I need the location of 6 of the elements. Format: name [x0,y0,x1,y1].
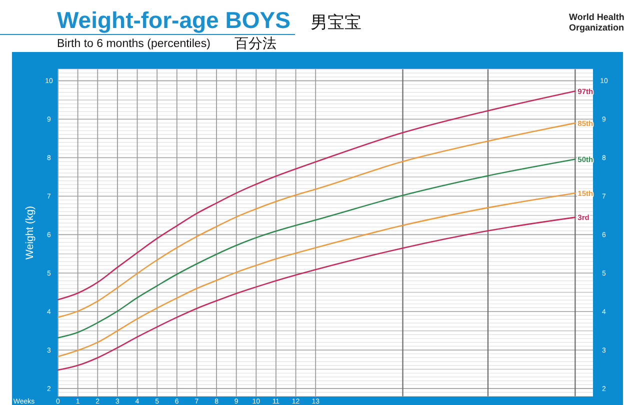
annotation: 男宝宝 [310,13,362,33]
title: Weight-for-age BOYS [57,7,290,33]
ylabel: Weight (kg) [24,206,36,260]
annotation: 百分法 [234,36,276,52]
subtitle: Birth to 6 months (percentiles) [57,38,210,50]
annotation: World Health Organization [569,12,624,32]
